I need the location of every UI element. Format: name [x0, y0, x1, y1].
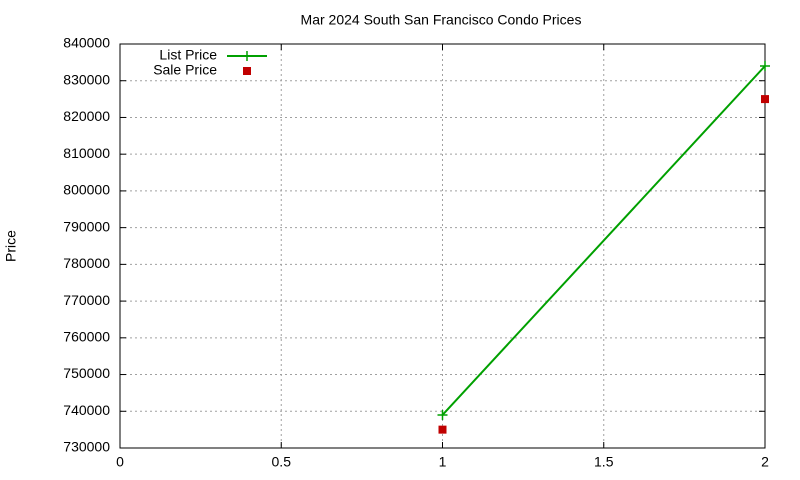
point [761, 95, 769, 104]
x-tick-label: 1 [439, 454, 447, 470]
x-tick-label: 2 [761, 454, 769, 470]
x-tick-label: 1.5 [594, 454, 614, 470]
y-tick-label: 780000 [63, 255, 110, 271]
point [437, 409, 448, 420]
y-tick-label: 830000 [63, 71, 110, 87]
plot-border [119, 43, 766, 449]
y-tick-label: 730000 [63, 439, 110, 455]
y-tick-label: 740000 [63, 402, 110, 418]
series-line [441, 65, 766, 416]
y-tick-label: 770000 [63, 292, 110, 308]
legend-label: List Price [159, 47, 217, 63]
y-tick-label: 750000 [63, 365, 110, 381]
legend-label: Sale Price [153, 62, 217, 78]
y-tick-label: 800000 [63, 182, 110, 198]
y-tick-label: 790000 [63, 218, 110, 234]
y-tick-label: 840000 [63, 35, 110, 51]
y-tick-label: 820000 [63, 108, 110, 124]
y-tick-label: 810000 [63, 145, 110, 161]
y-tick-label: 760000 [63, 329, 110, 345]
point [438, 425, 447, 434]
x-tick-label: 0 [116, 454, 124, 470]
y-axis-label: Price [3, 230, 19, 262]
legend-marker [243, 67, 251, 75]
x-tick-label: 0.5 [272, 454, 292, 470]
chart-title: Mar 2024 South San Francisco Condo Price… [301, 12, 582, 28]
legend-marker [242, 51, 252, 61]
point [760, 61, 770, 72]
